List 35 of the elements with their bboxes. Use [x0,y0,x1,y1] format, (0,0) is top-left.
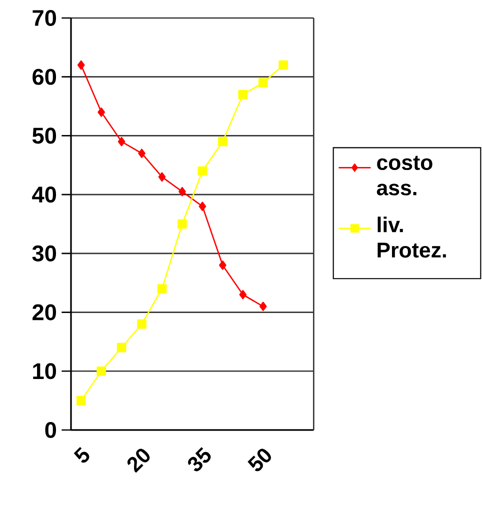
point [118,136,126,146]
point [138,148,146,158]
y-tick-label: 10 [33,363,56,380]
point [96,366,106,376]
y-tick-label: 60 [32,68,56,85]
point [239,290,247,300]
point [116,342,126,352]
y-tick-label: 20 [32,304,56,320]
point [77,60,85,70]
y-tick-label: 40 [32,186,56,203]
point [158,172,166,182]
point [157,284,167,294]
point [137,319,146,329]
y-tick-label: 0 [45,422,56,438]
point [218,136,228,146]
point [98,108,105,117]
x-tick-label: 50 [248,448,271,472]
point [278,60,288,70]
y-tick-label: 30 [32,245,56,262]
legend-label: liv. Protez. [378,216,446,258]
point [198,166,208,176]
point [238,90,248,100]
point [178,219,187,229]
point [259,302,267,312]
y-tick-label: 50 [32,128,56,144]
point [178,186,186,196]
point [198,202,206,212]
point [258,78,268,88]
point [219,260,226,270]
x-tick-label: 5 [74,447,90,463]
x-tick-label: 35 [188,447,211,472]
legend-label: costo ass. [376,156,432,196]
y-tick-label: 70 [32,10,56,26]
point [76,396,86,406]
x-tick-label: 20 [127,448,150,473]
